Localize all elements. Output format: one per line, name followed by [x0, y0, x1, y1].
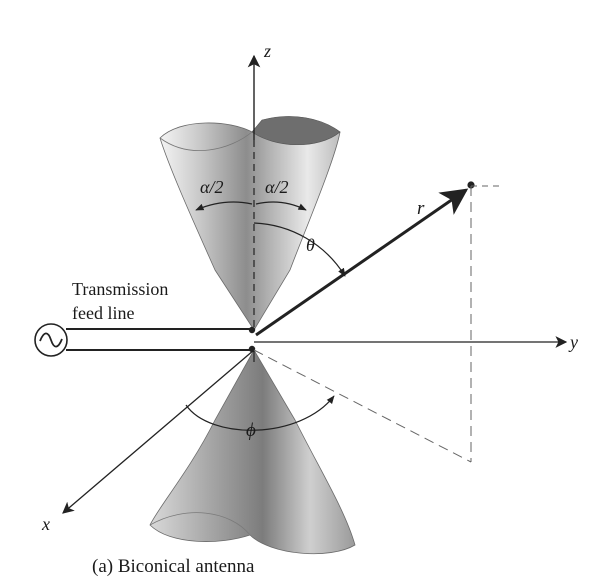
- figure-caption: (a) Biconical antenna: [92, 556, 255, 577]
- upper-cone: [159, 116, 341, 331]
- lower-cone: [149, 349, 356, 555]
- phi-arc: [185, 395, 335, 431]
- theta-label: θ: [306, 235, 315, 255]
- x-axis: [62, 349, 255, 514]
- ac-source-icon: [34, 323, 68, 357]
- y-axis-label: y: [568, 332, 578, 352]
- projection-diagonal: [253, 349, 472, 463]
- alpha-right-label: α/2: [265, 177, 288, 197]
- feed-line-label-1: Transmission: [72, 279, 168, 299]
- alpha-left-arc: [195, 201, 253, 211]
- radius-vector: [255, 188, 469, 337]
- transmission-feed-line: [66, 326, 256, 353]
- feed-line-label-2: feed line: [72, 303, 134, 323]
- radius-label: r: [417, 198, 425, 219]
- observation-point: [467, 181, 475, 189]
- z-axis-label: z: [263, 41, 271, 61]
- alpha-right-arc: [255, 201, 307, 211]
- theta-arc: [253, 222, 346, 277]
- phi-label: ϕ: [246, 420, 256, 441]
- alpha-left-label: α/2: [200, 177, 223, 197]
- x-axis-label: x: [41, 514, 50, 534]
